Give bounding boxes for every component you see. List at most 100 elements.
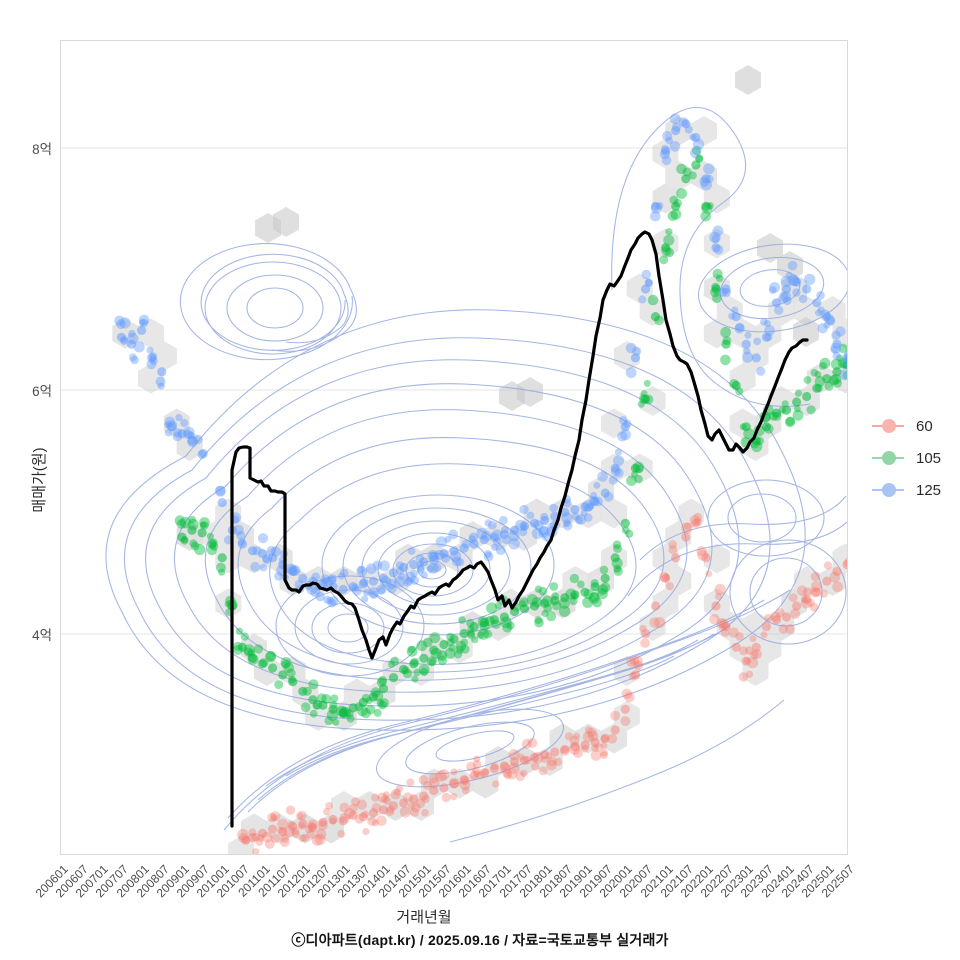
data-point [700, 210, 711, 222]
data-point [356, 799, 367, 810]
data-point [274, 571, 283, 581]
data-point [427, 550, 439, 562]
data-point [647, 294, 659, 306]
hexbin-cell [703, 543, 730, 574]
data-point [796, 585, 808, 596]
data-point [399, 664, 409, 675]
data-point [379, 698, 390, 708]
data-point [508, 749, 520, 761]
data-point [308, 819, 318, 829]
data-point [669, 141, 681, 152]
data-point [541, 595, 554, 607]
data-point [600, 749, 608, 757]
data-point [377, 700, 387, 710]
data-point [526, 594, 538, 606]
data-point [472, 770, 481, 778]
data-point [711, 243, 721, 253]
data-point [803, 376, 812, 384]
data-point [540, 755, 548, 763]
data-point [570, 504, 580, 515]
data-point [114, 315, 125, 326]
data-point [479, 535, 489, 545]
data-point [563, 519, 571, 528]
data-point [632, 461, 645, 473]
data-point [630, 670, 641, 680]
data-point [297, 810, 307, 821]
data-point [459, 779, 471, 791]
data-point [691, 145, 702, 156]
data-point [613, 566, 623, 577]
data-point [367, 816, 377, 826]
data-point [523, 755, 532, 765]
data-point [438, 769, 450, 781]
data-point [397, 572, 406, 581]
data-point [197, 528, 207, 538]
data-point [499, 612, 509, 622]
data-point [499, 762, 511, 774]
data-point [450, 768, 458, 776]
data-point [530, 752, 540, 763]
data-point [491, 529, 503, 541]
data-point [570, 590, 580, 600]
data-point [128, 329, 136, 338]
legend-item-105[interactable]: 105 [872, 442, 941, 474]
data-point [359, 577, 369, 587]
data-point [600, 742, 608, 750]
data-point [285, 563, 297, 575]
data-point [519, 504, 529, 515]
data-point [689, 515, 701, 526]
legend-item-60[interactable]: 60 [872, 410, 941, 442]
data-point [139, 318, 149, 328]
data-point [800, 596, 809, 604]
data-point [167, 422, 177, 432]
chart-caption: ⓒ디아파트(dapt.kr) / 2025.09.16 / 자료=국토교통부 실… [291, 932, 669, 948]
data-point [539, 525, 549, 536]
data-point [640, 638, 650, 648]
data-point [560, 507, 570, 517]
data-point [288, 675, 296, 684]
data-point [590, 737, 600, 748]
data-point [806, 405, 816, 415]
data-point [488, 520, 497, 530]
data-point [787, 260, 798, 271]
data-point [338, 816, 348, 826]
data-point [728, 627, 739, 638]
data-point [326, 709, 338, 721]
data-point [482, 768, 490, 776]
hexbin-layer [112, 65, 847, 854]
data-point [735, 387, 744, 396]
data-point [590, 582, 600, 592]
data-point [287, 820, 295, 828]
data-point [310, 586, 321, 598]
data-point [429, 645, 439, 655]
data-point [810, 571, 821, 582]
data-point [644, 278, 653, 287]
data-point [847, 563, 856, 572]
legend-label-105: 105 [916, 449, 942, 467]
data-point [428, 773, 439, 784]
data-point [519, 604, 530, 614]
data-point [774, 305, 784, 315]
data-point [812, 587, 822, 597]
data-point [802, 587, 813, 597]
hexbin-cell [240, 813, 267, 844]
data-point [265, 651, 277, 663]
data-point [371, 793, 380, 802]
data-point [306, 583, 318, 595]
data-point [613, 544, 622, 553]
data-point [243, 644, 255, 656]
hexbin-cell [575, 723, 602, 754]
data-point [361, 810, 369, 818]
data-point [259, 658, 269, 668]
data-point [456, 558, 465, 567]
legend-item-125[interactable]: 125 [872, 474, 941, 506]
data-point [741, 339, 751, 349]
data-point [328, 704, 338, 714]
data-point [298, 573, 308, 584]
data-point [584, 726, 593, 734]
data-point [582, 596, 594, 609]
data-point [551, 592, 560, 600]
data-point [741, 656, 751, 666]
data-point [534, 616, 543, 625]
data-point [678, 117, 689, 127]
